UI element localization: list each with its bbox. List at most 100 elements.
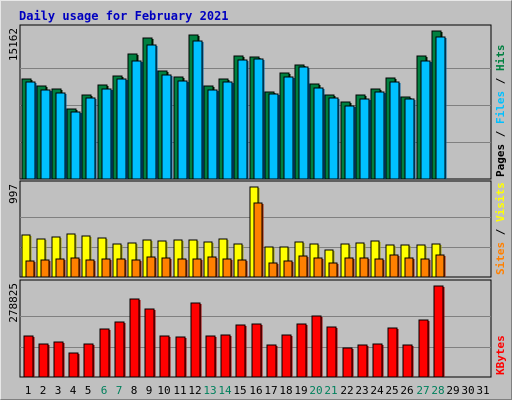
bar-kbytes-day-28 [433, 285, 444, 378]
series-legend: Pages / Files / Hits [494, 45, 507, 178]
bar-sites-day-11 [177, 258, 187, 278]
bar-kbytes-day-9 [144, 308, 155, 378]
bar-sites-day-8 [131, 259, 141, 278]
bar-files-day-19 [298, 66, 309, 180]
bar-files-day-28 [435, 36, 446, 180]
bar-files-day-4 [70, 111, 81, 180]
bar-files-day-11 [177, 80, 188, 180]
x-tick-label-day-6: 6 [101, 384, 108, 397]
series-legend: KBytes [494, 335, 507, 375]
legend-separator: / [494, 124, 507, 144]
bar-kbytes-day-3 [53, 341, 64, 378]
x-tick-label-day-14: 14 [218, 384, 232, 397]
bar-sites-day-9 [146, 256, 156, 278]
bar-files-day-16 [253, 58, 264, 180]
x-tick-label-day-7: 7 [116, 384, 123, 397]
bar-sites-day-12 [192, 258, 202, 278]
bar-sites-day-4 [70, 257, 80, 278]
bar-kbytes-day-2 [38, 343, 49, 378]
bar-sites-day-26 [404, 257, 414, 278]
bar-kbytes-day-19 [296, 323, 307, 378]
x-tick-label-day-11: 11 [173, 384, 186, 397]
bar-sites-day-19 [298, 255, 308, 278]
x-tick-label-day-9: 9 [146, 384, 153, 397]
bar-kbytes-day-12 [190, 302, 201, 378]
bar-files-day-21 [328, 97, 339, 180]
bar-files-day-25 [389, 81, 400, 180]
bar-sites-day-25 [389, 254, 399, 278]
bar-kbytes-day-1 [23, 335, 34, 378]
chart-panel-2: 997 Sites / Visits [7, 180, 507, 278]
bar-files-day-7 [116, 78, 127, 180]
bar-sites-day-13 [207, 256, 217, 278]
x-tick-label-day-15: 15 [233, 384, 246, 397]
x-axis-day-labels: 1 2 3 4 5 6 7 8 9 10 11 12 13 14 15 16 17 18 19 20 21 22 23 24 2… [25, 384, 490, 397]
x-tick-label-day-16: 16 [249, 384, 262, 397]
legend-separator: / [494, 222, 507, 242]
bar-sites-day-1 [25, 260, 35, 278]
bar-kbytes-day-8 [129, 298, 140, 378]
legend-separator: / [494, 71, 507, 91]
legend-visits: Visits [494, 182, 507, 222]
chart-panel-1: 15162 Pages / Files / Hits [7, 24, 507, 180]
bar-sites-day-24 [374, 258, 384, 278]
bar-sites-day-3 [55, 258, 65, 278]
bar-kbytes-day-7 [114, 321, 125, 378]
x-tick-label-day-28: 28 [431, 384, 444, 397]
bar-files-day-20 [313, 87, 324, 180]
bar-kbytes-day-25 [387, 327, 398, 378]
bar-sites-day-5 [85, 259, 95, 278]
bar-sites-day-23 [359, 257, 369, 278]
y-max-label: 278825 [7, 283, 20, 323]
x-tick-label-day-8: 8 [131, 384, 138, 397]
bar-files-day-5 [85, 97, 96, 180]
bar-kbytes-day-4 [68, 352, 79, 378]
bar-files-day-23 [359, 98, 370, 180]
x-tick-label-day-23: 23 [355, 384, 368, 397]
bar-sites-day-15 [237, 259, 247, 278]
bar-kbytes-day-14 [220, 334, 231, 378]
bar-sites-day-14 [222, 258, 232, 278]
x-tick-label-day-21: 21 [324, 384, 337, 397]
x-tick-label-day-5: 5 [85, 384, 92, 397]
y-max-label: 15162 [7, 28, 20, 61]
bar-sites-day-17 [268, 262, 278, 278]
x-tick-label-day-2: 2 [40, 384, 47, 397]
bar-kbytes-day-27 [418, 319, 429, 378]
x-tick-label-day-19: 19 [294, 384, 307, 397]
bar-kbytes-day-21 [326, 326, 337, 378]
bar-kbytes-day-11 [175, 336, 186, 378]
legend-files: Files [494, 91, 507, 124]
bar-files-day-1 [25, 81, 36, 180]
chart-panel-3: 278825 KBytes [7, 279, 507, 378]
x-tick-label-day-20: 20 [309, 384, 322, 397]
bar-sites-day-10 [161, 257, 171, 278]
bar-sites-day-20 [313, 257, 323, 278]
bar-kbytes-day-20 [311, 315, 322, 378]
bar-kbytes-day-15 [235, 324, 246, 378]
legend-kbytes: KBytes [494, 335, 507, 375]
bar-files-day-3 [55, 92, 66, 180]
bar-kbytes-day-5 [83, 343, 94, 378]
bar-kbytes-day-6 [99, 328, 110, 378]
bar-files-day-12 [192, 40, 203, 180]
x-tick-label-day-1: 1 [25, 384, 32, 397]
bar-files-day-6 [101, 88, 112, 180]
bar-sites-day-18 [283, 260, 293, 278]
bar-sites-day-2 [40, 259, 50, 278]
chart-title: Daily usage for February 2021 [19, 9, 229, 23]
bar-kbytes-day-16 [251, 323, 262, 378]
x-tick-label-day-27: 27 [416, 384, 429, 397]
x-tick-label-day-12: 12 [188, 384, 201, 397]
bar-files-day-15 [237, 59, 248, 180]
bar-kbytes-day-22 [342, 347, 353, 378]
bar-files-day-17 [268, 93, 279, 180]
x-tick-label-day-13: 13 [203, 384, 216, 397]
x-tick-label-day-4: 4 [70, 384, 77, 397]
y-max-label: 997 [7, 184, 20, 204]
bar-sites-day-27 [420, 258, 430, 278]
x-tick-label-day-31: 31 [476, 384, 489, 397]
bar-kbytes-day-13 [205, 335, 216, 378]
